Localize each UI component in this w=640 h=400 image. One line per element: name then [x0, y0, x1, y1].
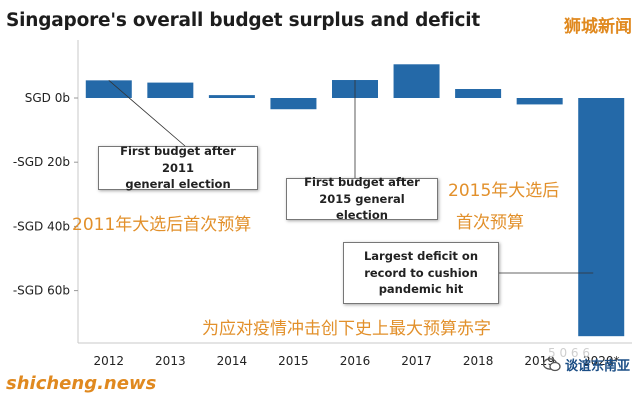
chart-title: Singapore's overall budget surplus and d… [6, 10, 481, 31]
callout-line: Largest deficit on [363, 248, 479, 263]
x-tick-label: 2012 [94, 354, 125, 368]
wechat-icon [542, 357, 561, 371]
callout-2011-election: First budget after 2011 general election [98, 144, 258, 192]
bar-2015 [270, 98, 317, 110]
x-tick-label: 2014 [217, 354, 248, 368]
x-tick-label: 2013 [155, 354, 186, 368]
y-tick-label: -SGD 40b [13, 219, 70, 233]
callout-line: First budget after 2011 [120, 144, 236, 175]
annotation-2011-chinese: 2011年大选后首次预算 [72, 215, 252, 235]
bar-2014 [208, 95, 255, 98]
watermark-bottom-right: 谈谊东南亚 [542, 355, 630, 374]
watermark-bottom-right-text: 谈谊东南亚 [564, 359, 630, 374]
callout-line: 2015 general election [319, 191, 405, 223]
x-tick-label: 2020* [583, 354, 620, 368]
x-tick-label: 2016 [340, 354, 371, 368]
bar-2012 [85, 80, 132, 98]
y-tick-label: -SGD 60b [13, 284, 70, 298]
bar-2019 [516, 98, 563, 105]
annotation-2015-chinese-line2: 首次预算 [456, 213, 524, 233]
x-tick-label: 2017 [401, 354, 432, 368]
callout-line: First budget after [304, 175, 420, 189]
x-tick-label: 2019 [524, 354, 555, 368]
watermark-bottom-left: shicheng.news [6, 373, 157, 394]
callout-line: record to cushion [364, 265, 478, 280]
x-tick-label: 2015 [278, 354, 309, 368]
y-tick-label: -SGD 20b [13, 155, 70, 169]
x-tick-label: 2018 [463, 354, 494, 368]
y-tick-label: SGD 0b [25, 91, 70, 105]
bar-2018 [455, 89, 502, 98]
watermark-middle: 5 0 6 6 [548, 346, 590, 360]
watermark-top-right: 狮城新闻 [564, 17, 632, 37]
callout-largest-deficit: Largest deficit on record to cushion pan… [343, 242, 499, 304]
leader-line-2011 [108, 80, 186, 147]
callout-2015-election: First budget after 2015 general election [286, 175, 438, 222]
annotation-2015-chinese-line1: 2015年大选后 [448, 181, 560, 201]
bar-2020 [578, 98, 625, 337]
bar-2013 [147, 82, 194, 98]
bar-2017 [393, 64, 440, 98]
callout-line: pandemic hit [378, 282, 464, 297]
annotation-2020-chinese: 为应对疫情冲击创下史上最大预算赤字 [202, 319, 491, 339]
callout-line: general election [125, 177, 231, 192]
